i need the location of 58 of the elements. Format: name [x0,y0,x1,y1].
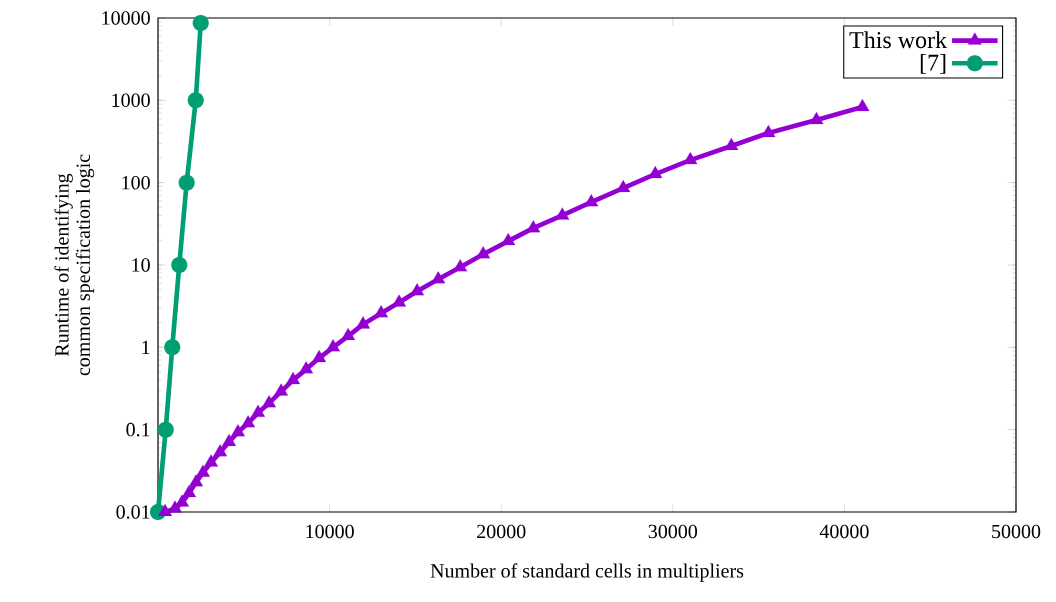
legend-label: This work [849,31,948,49]
x-tick-label: 40000 [819,524,869,539]
y-tick-label: 10 [132,258,150,272]
point [501,233,516,246]
x-tick-label: 30000 [648,524,698,539]
point [555,207,570,220]
point [158,503,173,517]
point [312,350,327,363]
y-tick-label: 10000 [102,11,150,25]
point [182,484,197,498]
point [616,179,631,193]
point [195,464,210,477]
point [213,444,228,457]
point [326,339,341,352]
point [526,220,541,233]
point [809,111,824,125]
point [356,316,371,329]
y-tick-label: 0.01 [116,505,150,519]
point [175,494,190,507]
point [584,194,599,207]
y-tick-label: 0.1 [126,422,150,437]
point [453,259,468,272]
point [476,246,491,259]
point [286,372,301,385]
y-tick-label: 100 [122,175,150,190]
point [164,339,181,356]
x-tick-label: 10000 [306,524,354,539]
point [374,305,389,318]
point [299,361,314,374]
point [251,404,266,417]
point [241,415,256,428]
point [262,395,277,408]
point [189,474,204,487]
point [410,283,425,296]
y-axis-title: Runtime of identifying common specification logic [54,154,95,376]
point [230,424,245,437]
point [855,98,870,112]
x-axis-title: Number of standard cells in multipliers [430,563,744,582]
point [274,383,289,396]
point [187,92,204,109]
point [204,454,219,467]
y-tick-label: 1000 [112,93,150,108]
x-tick-label: 50000 [992,524,1041,539]
point [192,14,209,32]
point [222,433,237,446]
point [392,294,407,307]
point [724,137,739,151]
point [171,256,188,274]
point [648,166,663,179]
point [683,152,698,165]
x-tick-label: 20000 [477,524,526,539]
point [341,327,356,341]
point [761,124,776,138]
point [178,174,195,191]
point [431,271,446,284]
y-tick-label: 1 [142,340,150,354]
point [157,421,174,438]
legend-label: [7] [920,53,946,74]
